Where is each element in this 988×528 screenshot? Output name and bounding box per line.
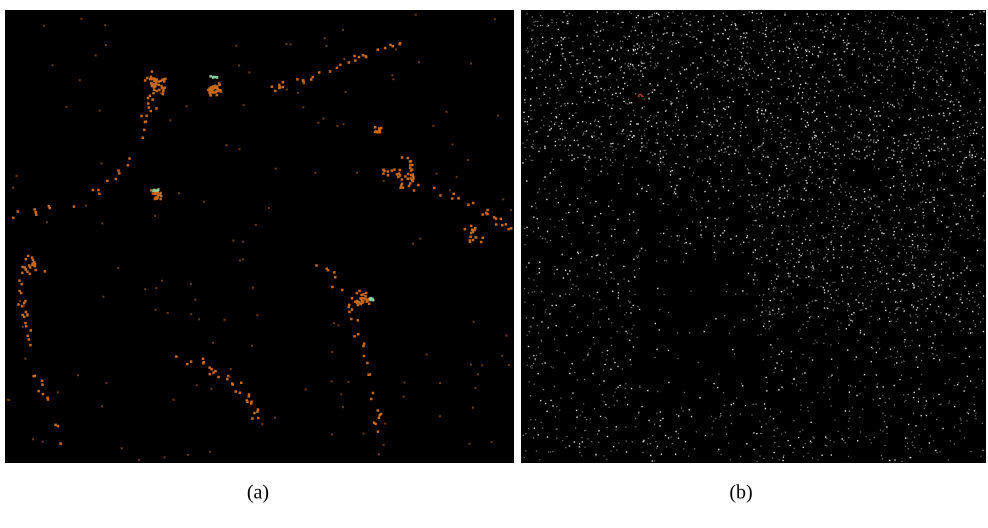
bright-speckle: [522, 11, 985, 462]
panel-b-image: [521, 10, 986, 463]
panel-label: (b): [729, 482, 752, 504]
panel-label: (a): [247, 482, 269, 504]
panel-b-dots: [522, 11, 986, 463]
red-speckle: [637, 93, 644, 97]
panel-a-image: [5, 10, 514, 463]
